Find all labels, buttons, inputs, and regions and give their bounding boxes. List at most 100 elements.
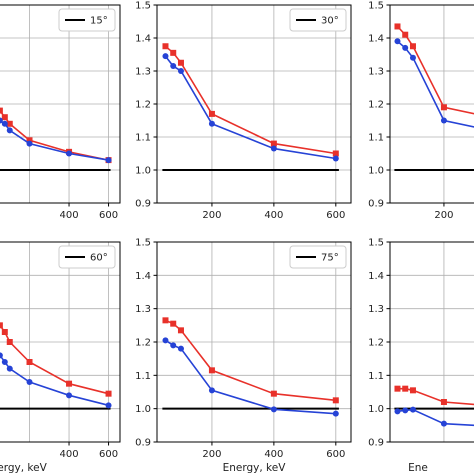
- data-point-circle: [170, 342, 177, 349]
- series-line-1: [164, 45, 336, 155]
- data-point-square: [394, 23, 401, 30]
- legend-box: [289, 8, 347, 32]
- data-point-square: [6, 339, 13, 345]
- x-tick-label: 400: [264, 210, 283, 221]
- panel-1: 400 600 15°: [0, 4, 121, 221]
- x-tick-label: 400: [264, 449, 283, 460]
- data-point-circle: [409, 406, 416, 413]
- axes-frame: [0, 4, 121, 204]
- x-tick-label: 400: [59, 449, 78, 460]
- x-axis-label: Ene: [408, 462, 428, 474]
- y-tick-label: 0.9: [368, 438, 384, 449]
- data-point-circle: [394, 38, 401, 45]
- plot-area: [157, 5, 351, 203]
- series-line-2: [164, 55, 336, 160]
- data-point-circle: [440, 117, 447, 124]
- data-point-square: [332, 150, 339, 157]
- legend-label: 30°: [321, 16, 339, 27]
- panel-6: 0.9 1.0 1.1 1.2 1.3 1.4 1.5 Ene: [368, 238, 474, 474]
- data-point-square: [394, 385, 401, 392]
- data-point-square: [6, 120, 13, 127]
- data-point-circle: [0, 352, 3, 359]
- data-point-circle: [1, 120, 8, 127]
- axes-frame: [0, 241, 121, 443]
- data-point-square: [162, 317, 169, 324]
- legend-box: [289, 245, 347, 269]
- data-point-square: [1, 329, 8, 335]
- series-line-2: [0, 354, 109, 407]
- data-point-square: [409, 43, 416, 50]
- x-tick-label: 600: [99, 449, 118, 460]
- y-tick-label: 1.2: [135, 100, 151, 111]
- y-tick-label: 1.5: [368, 238, 384, 249]
- x-tick-label: 600: [326, 449, 345, 460]
- x-tick-label: 400: [59, 210, 78, 221]
- y-tick-label: 0.9: [135, 199, 151, 210]
- data-point-circle: [270, 145, 277, 152]
- panel-5: 0.9 1.0 1.1 1.2 1.3 1.4 1.5 200 400 600 Energy, ke…: [135, 238, 352, 474]
- y-tick-label: 1.4: [135, 34, 151, 45]
- data-point-square: [208, 110, 215, 117]
- plot-area: [0, 242, 120, 442]
- y-tick-label: 1.5: [135, 1, 151, 12]
- data-point-square: [402, 31, 409, 38]
- y-tick-label: 1.0: [368, 404, 384, 415]
- legend-box: [58, 8, 116, 32]
- data-point-square: [0, 322, 3, 329]
- data-point-square: [440, 104, 447, 111]
- plot-area: [390, 5, 474, 203]
- data-point-square: [66, 380, 73, 387]
- data-point-circle: [177, 345, 184, 352]
- y-tick-label: 1.1: [368, 133, 384, 144]
- series-line-1: [397, 387, 474, 406]
- data-point-square: [0, 107, 3, 114]
- y-tick-label: 1.2: [368, 100, 384, 111]
- panel-4: 400 600 ergy, keV 60°: [0, 241, 121, 474]
- series-line-2: [0, 119, 109, 161]
- data-point-circle: [162, 337, 169, 344]
- y-tick-label: 0.9: [368, 199, 384, 210]
- data-point-square: [177, 327, 184, 334]
- legend-label: 60°: [90, 253, 108, 264]
- x-axis-label: Energy, keV: [223, 462, 287, 474]
- data-point-square: [402, 385, 409, 392]
- panel-2: 0.9 1.0 1.1 1.2 1.3 1.4 1.5 200 400 600 30°: [135, 1, 352, 221]
- data-point-circle: [1, 359, 8, 365]
- panel-3: 0.9 1.0 1.1 1.2 1.3 1.4 1.5 200: [368, 1, 474, 221]
- data-point-square: [26, 137, 33, 144]
- series-line-2: [397, 408, 474, 427]
- plot-area: [0, 5, 120, 203]
- data-point-square: [409, 387, 416, 394]
- data-point-circle: [208, 387, 215, 394]
- y-tick-label: 1.4: [368, 271, 384, 282]
- x-axis-label: ergy, keV: [0, 462, 48, 474]
- y-tick-label: 1.5: [368, 1, 384, 12]
- data-point-circle: [66, 392, 73, 399]
- data-point-circle: [440, 420, 447, 427]
- y-tick-label: 1.1: [368, 371, 384, 382]
- series-line-2: [165, 339, 336, 415]
- data-point-square: [440, 399, 447, 405]
- x-tick-label: 600: [326, 210, 345, 221]
- data-point-square: [26, 359, 33, 365]
- data-point-circle: [105, 157, 112, 164]
- data-point-square: [270, 390, 277, 397]
- x-tick-label: 200: [202, 449, 221, 460]
- y-tick-label: 1.3: [135, 304, 151, 315]
- data-point-circle: [6, 127, 13, 134]
- y-tick-label: 1.1: [135, 133, 151, 144]
- data-point-square: [170, 320, 177, 327]
- x-tick-label: 600: [99, 210, 118, 221]
- series-line-1: [0, 324, 109, 395]
- data-point-square: [170, 49, 177, 56]
- data-point-circle: [394, 408, 401, 415]
- y-tick-label: 0.9: [135, 438, 151, 449]
- data-point-circle: [270, 406, 277, 413]
- data-point-circle: [6, 365, 13, 372]
- y-tick-label: 1.4: [368, 34, 384, 45]
- data-point-circle: [105, 402, 112, 409]
- series-line-1: [165, 319, 336, 402]
- legend-label: 15°: [90, 16, 108, 27]
- data-point-square: [105, 390, 112, 397]
